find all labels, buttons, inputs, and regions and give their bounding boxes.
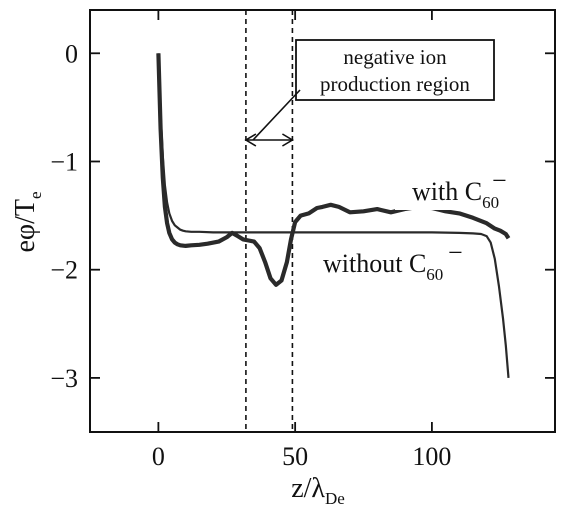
curve-label-without-text: without C: [323, 249, 426, 278]
curve-label-without-sub: 60: [426, 265, 443, 284]
y-tick-label: −2: [50, 256, 78, 285]
region-annotation-line-2: production region: [320, 72, 470, 96]
y-axis-label: eφ/Te: [10, 191, 45, 252]
x-tick-label: 50: [282, 442, 308, 471]
region-arrow-head-right: [282, 133, 294, 147]
series-line-without-c60: [157, 53, 510, 378]
curve-label-with-c60: with C60 −: [395, 166, 530, 212]
y-tick-label: 0: [65, 39, 78, 68]
region-arrow-head-left: [244, 133, 257, 147]
x-tick-label: 0: [152, 442, 165, 471]
x-axis-ticks: 0 50 100: [152, 10, 451, 471]
curve-label-with-text: with C: [412, 177, 482, 206]
y-axis-ticks: 0 −1 −2 −3: [50, 39, 555, 393]
plot-frame: [89, 9, 556, 433]
annotation-pointer: [252, 89, 301, 141]
curve-label-without-sup: −: [448, 238, 463, 267]
x-tick-label: 100: [412, 442, 451, 471]
svg-text:with C60: with C60: [412, 177, 499, 212]
svg-text:without C60: without C60: [323, 249, 443, 284]
y-tick-label: −3: [50, 364, 78, 393]
y-tick-label: −1: [50, 147, 78, 176]
curve-label-without-c60: without C60 −: [312, 238, 482, 284]
curve-label-with-sub: 60: [482, 193, 499, 212]
x-axis-label: z/λDe: [291, 473, 345, 508]
curve-label-with-sup: −: [492, 166, 507, 195]
region-annotation-box: [295, 39, 495, 101]
region-annotation-line-1: negative ion: [343, 45, 447, 69]
